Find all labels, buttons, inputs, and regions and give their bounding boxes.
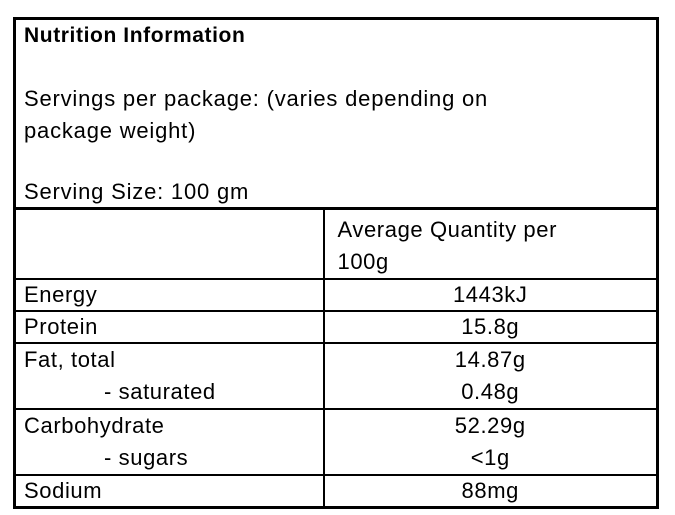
row-value-protein: 15.8g — [322, 310, 659, 344]
table-header-row: Average Quantity per 100g — [13, 207, 659, 280]
row-label-protein: Protein — [13, 310, 325, 344]
carbohydrate-label: Carbohydrate — [24, 413, 165, 438]
table-row-sodium: Sodium 88mg — [13, 474, 659, 508]
servings-per-package-text: Servings per package: (varies depending … — [24, 83, 488, 147]
sugars-value: <1g — [470, 445, 510, 470]
table-row-fat: Fat, total - saturated 14.87g 0.48g — [13, 342, 659, 410]
table-row-carbohydrate: Carbohydrate - sugars 52.29g <1g — [13, 408, 659, 476]
row-value-fat: 14.87g 0.48g — [322, 342, 659, 410]
row-label-fat: Fat, total - saturated — [13, 342, 325, 410]
row-label-carbohydrate: Carbohydrate - sugars — [13, 408, 325, 476]
header-quantity-line-2: 100g — [337, 249, 389, 274]
table-row-energy: Energy 1443kJ — [13, 278, 659, 312]
row-value-carbohydrate: 52.29g <1g — [322, 408, 659, 476]
sugars-label: - sugars — [104, 445, 189, 470]
servings-line-1: Servings per package: (varies depending … — [24, 86, 489, 111]
row-value-energy: 1443kJ — [322, 278, 659, 312]
header-quantity-line-1: Average Quantity per — [337, 217, 557, 242]
table-row-protein: Protein 15.8g — [13, 310, 659, 344]
header-empty-cell — [13, 207, 325, 280]
fat-saturated-value: 0.48g — [461, 379, 520, 404]
nutrition-panel: Nutrition Information Servings per packa… — [13, 17, 659, 509]
carbohydrate-value: 52.29g — [454, 413, 526, 438]
row-label-sodium: Sodium — [13, 474, 325, 508]
fat-total-value: 14.87g — [454, 347, 526, 372]
servings-line-2: package weight) — [24, 118, 197, 143]
nutrition-table: Average Quantity per 100g Energy 1443kJ … — [13, 207, 659, 509]
header-quantity-cell: Average Quantity per 100g — [322, 207, 659, 280]
serving-size-text: Serving Size: 100 gm — [24, 179, 250, 204]
panel-title: Nutrition Information — [24, 24, 246, 47]
row-label-energy: Energy — [13, 278, 325, 312]
fat-saturated-label: - saturated — [104, 379, 216, 404]
fat-total-label: Fat, total — [24, 347, 116, 372]
row-value-sodium: 88mg — [322, 474, 659, 508]
